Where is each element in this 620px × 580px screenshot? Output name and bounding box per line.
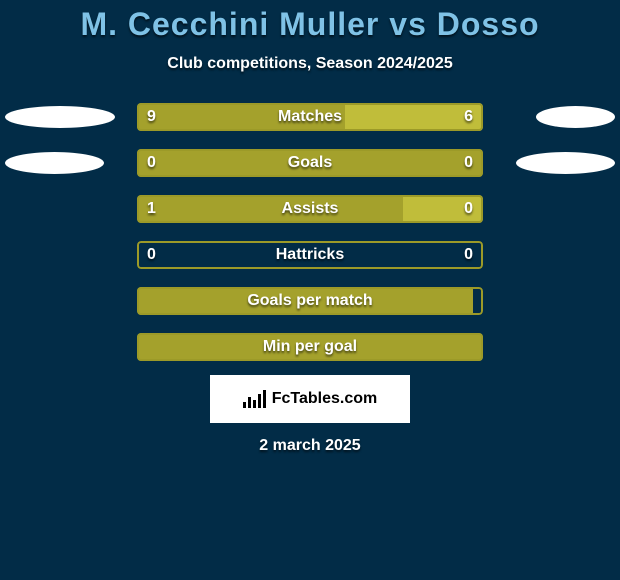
logo-icon: [243, 390, 266, 408]
stat-row: Goals per match: [0, 287, 620, 315]
date-text: 2 march 2025: [0, 437, 620, 455]
stat-bar: 00Goals: [137, 149, 483, 177]
stat-bar: 10Assists: [137, 195, 483, 223]
stat-row: 00Hattricks: [0, 241, 620, 269]
badge-text: FcTables.com: [272, 390, 378, 408]
stat-bar: 00Hattricks: [137, 241, 483, 269]
stat-label: Matches: [137, 103, 483, 131]
stat-label: Goals: [137, 149, 483, 177]
stat-row: Min per goal: [0, 333, 620, 361]
stat-bar: Min per goal: [137, 333, 483, 361]
player1-ellipse: [5, 152, 104, 174]
source-badge: FcTables.com: [210, 375, 410, 423]
stat-row: 00Goals: [0, 149, 620, 177]
page-title: M. Cecchini Muller vs Dosso: [0, 6, 620, 43]
stat-bar: Goals per match: [137, 287, 483, 315]
stat-label: Goals per match: [137, 287, 483, 315]
stat-bar: 96Matches: [137, 103, 483, 131]
subtitle: Club competitions, Season 2024/2025: [0, 55, 620, 73]
stats-rows: 96Matches 00Goals 10Assists 00Hattricks Goal…: [0, 103, 620, 361]
stat-label: Assists: [137, 195, 483, 223]
player2-ellipse: [516, 152, 615, 174]
stat-label: Min per goal: [137, 333, 483, 361]
stat-label: Hattricks: [137, 241, 483, 269]
stat-row: 96Matches: [0, 103, 620, 131]
player1-ellipse: [5, 106, 115, 128]
player2-ellipse: [536, 106, 615, 128]
stat-row: 10Assists: [0, 195, 620, 223]
container: M. Cecchini Muller vs Dosso Club competi…: [0, 0, 620, 580]
